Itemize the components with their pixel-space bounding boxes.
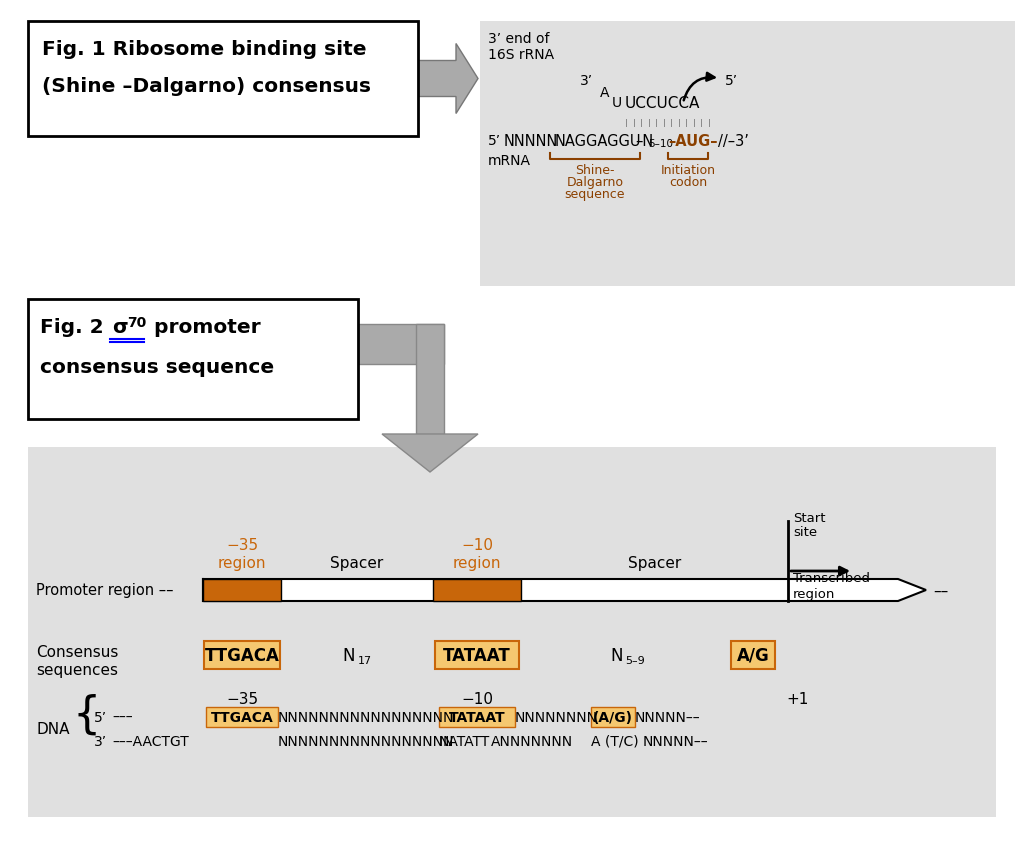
FancyBboxPatch shape [433, 579, 521, 601]
Text: 17: 17 [358, 655, 372, 665]
Text: U: U [612, 96, 623, 110]
Text: Transcribed: Transcribed [793, 571, 870, 584]
Text: ❘: ❘ [683, 118, 690, 127]
FancyBboxPatch shape [591, 707, 635, 728]
Text: 5–9: 5–9 [626, 655, 645, 665]
FancyBboxPatch shape [731, 641, 775, 669]
Text: promoter: promoter [147, 317, 261, 337]
Text: 3’: 3’ [94, 734, 108, 748]
Polygon shape [418, 45, 478, 115]
Text: ❘: ❘ [653, 118, 660, 127]
FancyBboxPatch shape [203, 579, 281, 601]
Text: DNA: DNA [36, 722, 70, 737]
FancyBboxPatch shape [435, 641, 519, 669]
FancyArrowPatch shape [684, 73, 715, 101]
Text: N: N [343, 647, 355, 664]
Text: Fig. 2: Fig. 2 [40, 317, 118, 337]
Text: Initiation: Initiation [660, 164, 716, 176]
Text: ❘: ❘ [660, 118, 668, 127]
Text: 5–10: 5–10 [648, 138, 673, 149]
Polygon shape [203, 579, 926, 601]
Text: TATAAT: TATAAT [443, 647, 511, 664]
Text: TTGACA: TTGACA [211, 710, 273, 724]
Text: ❘: ❘ [690, 118, 697, 127]
Text: Start: Start [793, 511, 825, 524]
Text: TATAAT: TATAAT [449, 710, 505, 724]
Text: region: region [453, 555, 502, 571]
Text: Promoter region ––: Promoter region –– [36, 583, 173, 598]
FancyBboxPatch shape [28, 447, 996, 817]
Text: –AUG–: –AUG– [668, 134, 718, 149]
Text: Spacer: Spacer [331, 555, 384, 571]
Text: −10: −10 [461, 691, 493, 706]
Text: ❘: ❘ [668, 118, 675, 127]
Text: mRNA: mRNA [488, 154, 531, 168]
Text: site: site [793, 525, 817, 538]
Text: NNNNNNNNNNNNNNNNN: NNNNNNNNNNNNNNNNN [278, 710, 455, 724]
Text: NNNNNNNNNNNNNNNNN: NNNNNNNNNNNNNNNNN [278, 734, 455, 748]
Text: {: { [72, 693, 100, 736]
Text: region: region [218, 555, 266, 571]
Text: 16S rRNA: 16S rRNA [488, 48, 554, 62]
Text: +1: +1 [786, 691, 809, 706]
Text: //–3’: //–3’ [718, 134, 749, 149]
Text: NAGGAGGU: NAGGAGGU [555, 134, 641, 149]
Text: (A/G): (A/G) [593, 710, 633, 724]
Text: A: A [600, 86, 609, 100]
Text: 70: 70 [127, 316, 146, 330]
Text: σ: σ [112, 317, 128, 337]
Text: ANNNNNNN: ANNNNNNN [490, 734, 573, 748]
FancyBboxPatch shape [206, 707, 278, 728]
Text: ❘: ❘ [676, 118, 683, 127]
Text: A/G: A/G [736, 647, 769, 664]
Text: ❘: ❘ [645, 118, 652, 127]
Text: ❘: ❘ [638, 118, 645, 127]
Text: (Shine –Dalgarno) consensus: (Shine –Dalgarno) consensus [42, 77, 371, 96]
FancyBboxPatch shape [204, 641, 280, 669]
Text: consensus sequence: consensus sequence [40, 358, 274, 376]
Text: NNNNN––: NNNNN–– [643, 734, 709, 748]
Text: Dalgarno: Dalgarno [566, 176, 624, 189]
Text: –––AACTGT: –––AACTGT [112, 734, 188, 748]
Text: UCCUCCA: UCCUCCA [625, 96, 700, 111]
Text: sequence: sequence [565, 187, 626, 201]
Text: Spacer: Spacer [628, 555, 681, 571]
Text: ❘: ❘ [623, 118, 630, 127]
Text: NNNNN: NNNNN [504, 134, 558, 149]
Text: 5’: 5’ [94, 710, 108, 724]
Text: NNNNN––: NNNNN–– [635, 710, 700, 724]
Text: −35: −35 [226, 538, 258, 552]
Text: 3’ end of: 3’ end of [488, 32, 550, 46]
Polygon shape [358, 325, 444, 365]
Text: 3’: 3’ [580, 74, 593, 88]
Text: –––: ––– [112, 710, 133, 724]
Text: Fig. 1 Ribosome binding site: Fig. 1 Ribosome binding site [42, 40, 367, 59]
Text: 5’: 5’ [725, 74, 738, 88]
FancyBboxPatch shape [28, 22, 418, 137]
Text: A (T/C): A (T/C) [591, 734, 639, 748]
FancyBboxPatch shape [439, 707, 515, 728]
Text: ––: –– [933, 583, 948, 598]
Text: ❘: ❘ [706, 118, 713, 127]
Text: Consensus: Consensus [36, 644, 119, 659]
Text: TTGACA: TTGACA [205, 647, 280, 664]
Text: −10: −10 [461, 538, 493, 552]
Text: ❘: ❘ [631, 118, 638, 127]
Text: Shine-: Shine- [575, 164, 614, 176]
Text: sequences: sequences [36, 663, 118, 677]
Text: codon: codon [669, 176, 707, 189]
Text: −35: −35 [226, 691, 258, 706]
FancyBboxPatch shape [480, 22, 1015, 287]
Text: region: region [793, 587, 836, 600]
Text: NATATT: NATATT [439, 734, 490, 748]
Polygon shape [382, 435, 478, 473]
Text: 5’: 5’ [488, 134, 501, 148]
Text: N: N [610, 647, 623, 664]
Text: –N: –N [635, 134, 653, 149]
Text: NNNNNNNN: NNNNNNNN [515, 710, 598, 724]
FancyBboxPatch shape [28, 300, 358, 419]
Text: ❘: ❘ [698, 118, 705, 127]
Polygon shape [416, 325, 444, 435]
